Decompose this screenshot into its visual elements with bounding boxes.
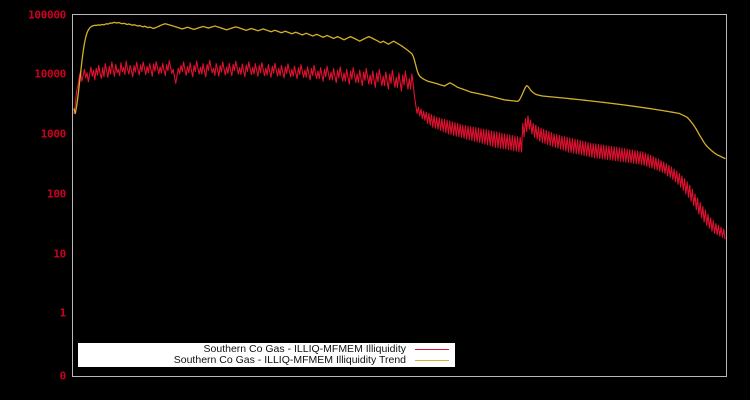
series-line-trend xyxy=(73,21,726,160)
y-axis-tick-label: 10000 xyxy=(34,67,66,81)
plot-area xyxy=(72,14,727,377)
y-axis: 100000 10000 1000 100 10 1 0 xyxy=(0,0,72,400)
legend-swatch-series xyxy=(415,349,449,350)
legend-entry-series: Southern Co Gas - ILLIQ-MFMEM Illiquidit… xyxy=(78,344,455,355)
y-axis-tick-label: 100 xyxy=(47,187,66,201)
legend-label-trend: Southern Co Gas - ILLIQ-MFMEM Illiquidit… xyxy=(173,354,406,366)
series-line-illiquidity xyxy=(73,59,726,240)
plot-svg xyxy=(73,21,726,240)
y-axis-tick-label: 0 xyxy=(59,369,67,383)
y-axis-tick-label: 100000 xyxy=(28,8,66,22)
y-axis-tick-label: 1000 xyxy=(40,127,67,141)
y-axis-tick-label: 10 xyxy=(53,247,66,261)
legend-swatch-trend xyxy=(415,360,449,361)
legend-label-series: Southern Co Gas - ILLIQ-MFMEM Illiquidit… xyxy=(203,343,406,355)
chart-legend: Southern Co Gas - ILLIQ-MFMEM Illiquidit… xyxy=(78,343,455,367)
y-axis-tick-label: 1 xyxy=(59,306,67,320)
legend-entry-trend: Southern Co Gas - ILLIQ-MFMEM Illiquidit… xyxy=(78,355,455,366)
